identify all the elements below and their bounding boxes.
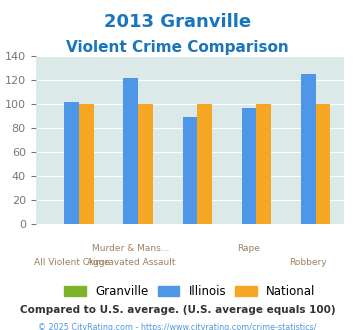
- Bar: [197, 104, 212, 224]
- Bar: [316, 104, 330, 224]
- Bar: [182, 117, 197, 224]
- Text: 2013 Granville: 2013 Granville: [104, 13, 251, 31]
- Text: Murder & Mans...: Murder & Mans...: [92, 244, 169, 253]
- Bar: [64, 102, 79, 224]
- Bar: [124, 78, 138, 224]
- Text: All Violent Crime: All Violent Crime: [34, 258, 110, 267]
- Bar: [79, 104, 94, 224]
- Text: Robbery: Robbery: [289, 258, 327, 267]
- Legend: Granville, Illinois, National: Granville, Illinois, National: [60, 280, 320, 303]
- Text: © 2025 CityRating.com - https://www.cityrating.com/crime-statistics/: © 2025 CityRating.com - https://www.city…: [38, 323, 317, 330]
- Text: Rape: Rape: [237, 244, 261, 253]
- Text: Violent Crime Comparison: Violent Crime Comparison: [66, 40, 289, 54]
- Bar: [242, 108, 256, 224]
- Bar: [301, 74, 316, 224]
- Text: Compared to U.S. average. (U.S. average equals 100): Compared to U.S. average. (U.S. average …: [20, 305, 335, 315]
- Text: Aggravated Assault: Aggravated Assault: [87, 258, 175, 267]
- Bar: [256, 104, 271, 224]
- Bar: [138, 104, 153, 224]
